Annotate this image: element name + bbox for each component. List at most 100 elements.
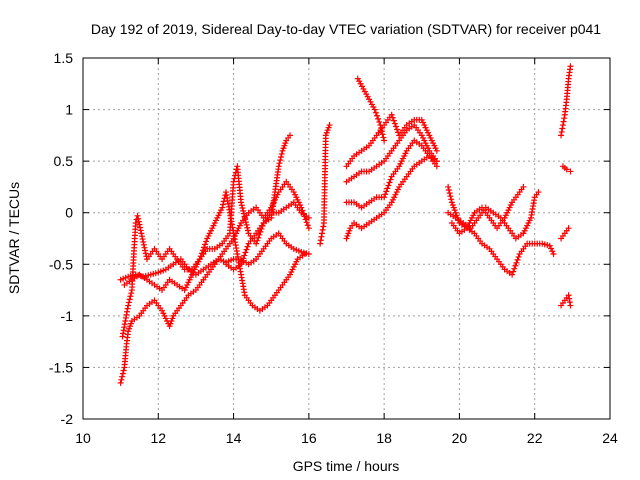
data-point xyxy=(240,207,247,214)
data-point xyxy=(385,182,392,189)
y-tick-label: 0 xyxy=(65,205,73,221)
data-point xyxy=(230,178,237,185)
y-tick-label: -1.5 xyxy=(49,359,73,375)
series-track-8 xyxy=(343,137,440,211)
series-track-7 xyxy=(343,152,440,242)
data-point xyxy=(198,250,205,257)
y-tick-labels: -2 -1.5 -1 -0.5 0 0.5 1 1.5 xyxy=(49,50,73,427)
data-point xyxy=(515,253,522,260)
data-point xyxy=(305,225,312,232)
data-point xyxy=(567,168,574,175)
data-point xyxy=(240,255,247,262)
data-point xyxy=(394,126,401,133)
data-point xyxy=(303,219,310,226)
data-point xyxy=(509,271,516,278)
y-axis-label: SDTVAR / TECUs xyxy=(6,182,22,294)
data-point xyxy=(117,379,124,386)
series-track-17 xyxy=(558,63,574,139)
data-point xyxy=(238,261,245,268)
data-point xyxy=(378,128,385,135)
data-point xyxy=(384,185,391,192)
x-tick-label: 12 xyxy=(150,430,166,446)
data-point xyxy=(244,243,251,250)
data-point xyxy=(238,199,245,206)
series-track-14 xyxy=(448,183,527,237)
data-point xyxy=(319,230,326,237)
data-point xyxy=(239,205,246,212)
series-track-16 xyxy=(558,225,572,242)
series-track-10 xyxy=(343,111,440,170)
data-point xyxy=(202,241,209,248)
data-point xyxy=(433,163,440,170)
data-point xyxy=(199,247,206,254)
x-axis-label: GPS time / hours xyxy=(293,458,400,474)
y-tick-label: -0.5 xyxy=(49,256,73,272)
data-point xyxy=(563,166,570,173)
data-point xyxy=(244,227,251,234)
data-point xyxy=(242,249,249,256)
data-point xyxy=(376,118,383,125)
data-point xyxy=(559,122,566,129)
data-point xyxy=(548,245,555,252)
data-point xyxy=(559,125,566,132)
data-point xyxy=(119,370,126,377)
data-point xyxy=(244,224,251,231)
data-point xyxy=(278,154,285,161)
data-point xyxy=(446,190,453,197)
x-tick-label: 24 xyxy=(602,430,618,446)
data-point xyxy=(387,176,394,183)
data-point xyxy=(566,295,573,302)
x-tick-label: 10 xyxy=(75,430,91,446)
data-point xyxy=(513,259,520,266)
data-point xyxy=(433,158,440,165)
data-point xyxy=(320,223,327,230)
data-point xyxy=(433,147,440,154)
data-point xyxy=(142,250,149,257)
data-point xyxy=(375,115,382,122)
data-point xyxy=(254,237,261,244)
x-tick-label: 14 xyxy=(226,430,242,446)
data-point xyxy=(200,244,207,251)
data-point xyxy=(256,231,263,238)
data-point xyxy=(317,240,324,247)
data-point xyxy=(126,296,133,303)
series-track-1 xyxy=(117,178,312,386)
data-point xyxy=(302,216,309,223)
data-point xyxy=(535,189,542,196)
data-point xyxy=(305,214,312,221)
data-point xyxy=(196,256,203,263)
axis-ticks xyxy=(82,57,611,420)
series-track-15 xyxy=(558,292,574,309)
data-point xyxy=(197,253,204,260)
y-tick-label: 0.5 xyxy=(54,153,74,169)
data-point xyxy=(373,112,380,119)
data-point xyxy=(550,250,557,257)
data-point xyxy=(565,225,572,232)
data-point xyxy=(137,224,144,231)
data-point xyxy=(141,244,148,251)
y-tick-label: 1.5 xyxy=(54,50,74,66)
data-point xyxy=(558,128,565,135)
data-point xyxy=(391,120,398,127)
data-point xyxy=(304,222,311,229)
data-point xyxy=(445,187,452,194)
series-track-11 xyxy=(354,75,388,144)
data-point xyxy=(238,202,245,209)
data-point xyxy=(118,376,125,383)
data-point xyxy=(510,268,517,275)
data-point xyxy=(382,191,389,198)
data-point xyxy=(380,134,387,141)
data-point xyxy=(241,213,248,220)
series-track-9 xyxy=(343,122,440,185)
data-point xyxy=(142,247,149,254)
data-point xyxy=(377,122,384,129)
plot-marks xyxy=(117,63,574,386)
data-point xyxy=(512,262,519,269)
data-point xyxy=(278,150,285,157)
data-point xyxy=(567,63,574,70)
data-point xyxy=(381,137,388,144)
data-point xyxy=(390,117,397,124)
x-tick-label: 18 xyxy=(376,430,392,446)
data-point xyxy=(241,252,248,259)
x-tick-label: 20 xyxy=(452,430,468,446)
